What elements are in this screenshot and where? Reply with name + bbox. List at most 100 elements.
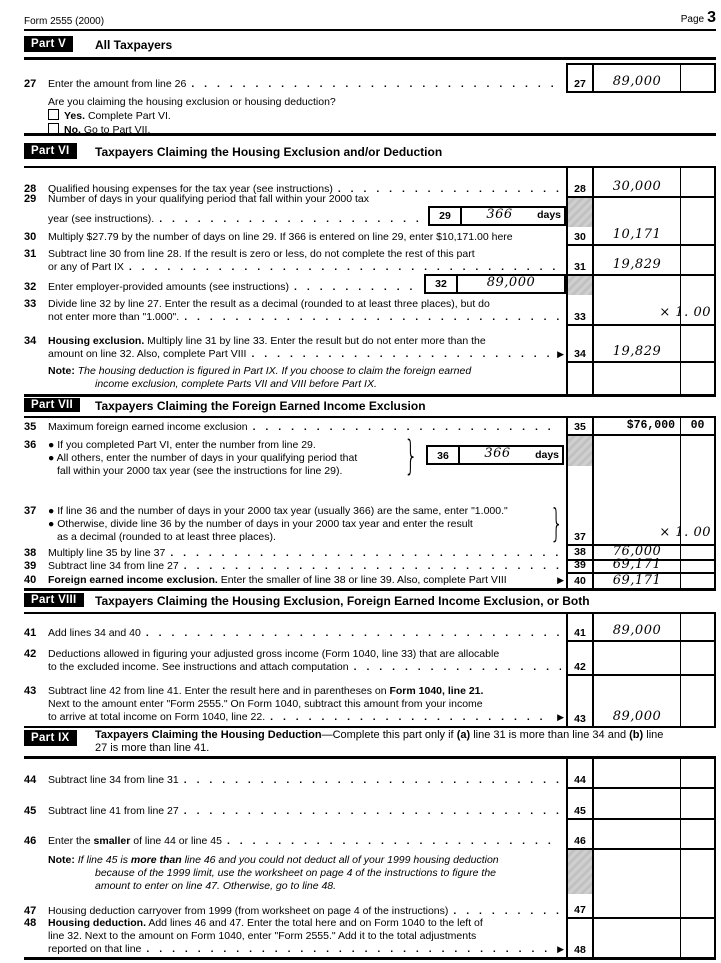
line-text: ● Otherwise, divide line 36 by the numbe… xyxy=(48,518,473,530)
entry-number-cell: 33 xyxy=(566,296,594,326)
yes-label: Yes. xyxy=(64,110,86,122)
entry-value-43[interactable]: 89,000 xyxy=(612,709,662,724)
dot-leader xyxy=(146,627,561,640)
entry-value-38[interactable]: 76,000 xyxy=(612,544,662,559)
entry-value-28[interactable]: 30,000 xyxy=(612,179,662,194)
line-27-row: 27 Enter the amount from line 26 27 89,0… xyxy=(24,63,716,93)
dot-leader xyxy=(191,78,561,91)
entry-number-cell: 44 xyxy=(566,759,594,789)
part-v-header: Part V All Taxpayers xyxy=(24,31,716,60)
line-number: 45 xyxy=(24,805,37,817)
line-text-bold: Foreign earned income exclusion. xyxy=(48,574,218,586)
shaded-cell xyxy=(566,436,594,503)
line-text: of line 44 or line 45 xyxy=(130,835,222,847)
line-number: 38 xyxy=(24,547,37,559)
line-47-row: 47 Housing deduction carryover from 1999… xyxy=(24,902,716,919)
dot-leader xyxy=(184,774,561,787)
entry-value-31[interactable]: 19,829 xyxy=(612,257,662,272)
entry-number-cell: 28 xyxy=(566,168,594,198)
arrowhead-icon: ▶ xyxy=(557,712,564,722)
line-number: 43 xyxy=(24,685,37,697)
cents-cell xyxy=(680,676,716,726)
entry-value-34[interactable]: 19,829 xyxy=(612,344,662,359)
line-text: year (see instructions). xyxy=(48,213,155,225)
note-label: Note: xyxy=(48,854,75,866)
line-32-row: 32 Enter employer-provided amounts (see … xyxy=(24,274,716,296)
cents-cell xyxy=(680,789,716,820)
line-text: Maximum foreign earned income exclusion xyxy=(48,421,248,433)
part-ix-title-text: line 27 is more than line 41. xyxy=(95,729,664,754)
line-41-row: 41 Add lines 34 and 40 41 89,000 xyxy=(24,614,716,642)
line-text: Subtract line 42 from line 41. Enter the… xyxy=(48,685,390,697)
part-ix-header: Part IX Taxpayers Claiming the Housing D… xyxy=(24,726,716,759)
days-unit-label: days xyxy=(535,449,559,461)
line-43-row: 43 Subtract line 42 from line 41. Enter … xyxy=(24,676,716,726)
cents-cell xyxy=(680,574,716,588)
cents-cell xyxy=(680,503,716,546)
line-number: 29 xyxy=(24,193,37,205)
cents-value-35[interactable]: 00 xyxy=(690,418,705,432)
entry-value-40[interactable]: 69,171 xyxy=(612,573,662,588)
line-36-row: 36 ● If you completed Part VI, enter the… xyxy=(24,436,716,503)
line-32-amount-box: 32 89,000 xyxy=(424,274,566,294)
dot-leader xyxy=(184,311,561,324)
line-number: 48 xyxy=(24,917,37,929)
line-text: Multiply line 31 by line 33. Enter the r… xyxy=(144,335,486,347)
line-number: 27 xyxy=(24,78,37,90)
part-vii-header: Part VII Taxpayers Claiming the Foreign … xyxy=(24,394,716,418)
line-text: to arrive at total income on Form 1040, … xyxy=(48,711,266,723)
page-header: Form 2555 (2000) Page 3 xyxy=(24,5,716,31)
line-text: Multiply $27.79 by the number of days on… xyxy=(48,231,513,243)
line-text: Number of days in your qualifying period… xyxy=(48,193,370,205)
arrowhead-icon: ▶ xyxy=(557,349,564,359)
entry-value-33[interactable]: × 1. 00 xyxy=(659,305,711,320)
line-text-bold: Form 1040, line 21. xyxy=(389,685,484,697)
line-number: 34 xyxy=(24,335,37,347)
line-text: Enter the amount from line 26 xyxy=(48,78,187,90)
entry-value-35[interactable]: $76,000 xyxy=(626,418,675,432)
entry-value-37[interactable]: × 1. 00 xyxy=(659,525,711,540)
line-30-row: 30 Multiply $27.79 by the number of days… xyxy=(24,228,716,246)
line-text: Enter the xyxy=(48,835,94,847)
line-29-row: 29 Number of days in your qualifying per… xyxy=(24,193,716,228)
arrowhead-icon: ▶ xyxy=(557,575,564,585)
line-text: Next to the amount enter "Form 2555." On… xyxy=(48,698,483,710)
amount-value-32[interactable]: 89,000 xyxy=(486,275,536,290)
part-vi-title: Taxpayers Claiming the Housing Exclusion… xyxy=(95,145,443,159)
line-27-entry: 27 89,000 xyxy=(566,63,716,93)
entry-value-27[interactable]: 89,000 xyxy=(612,74,662,89)
line-31-row: 31 Subtract line 30 from line 28. If the… xyxy=(24,246,716,276)
entry-number-cell: 31 xyxy=(566,246,594,276)
line-number: 37 xyxy=(24,505,37,517)
part-viii-badge: Part VIII xyxy=(24,593,84,607)
entry-value-30[interactable]: 10,171 xyxy=(612,227,662,242)
line-number: 36 xyxy=(24,439,37,451)
cents-cell xyxy=(680,546,716,561)
days-value-29[interactable]: 366 xyxy=(486,207,513,222)
entry-value-39[interactable]: 69,171 xyxy=(612,557,662,572)
housing-question-block: Are you claiming the housing exclusion o… xyxy=(24,93,716,136)
entry-number-cell: 38 xyxy=(566,546,594,561)
dot-leader xyxy=(146,943,552,956)
days-value-36[interactable]: 366 xyxy=(484,446,511,461)
line-number: 40 xyxy=(24,574,37,586)
line-45-row: 45 Subtract line 41 from line 27 45 xyxy=(24,789,716,820)
cents-cell xyxy=(680,228,716,246)
line-28-row: 28 Qualified housing expenses for the ta… xyxy=(24,168,716,198)
entry-number-cell: 45 xyxy=(566,789,594,820)
yes-checkbox[interactable] xyxy=(48,109,59,120)
line-number: 30 xyxy=(24,231,37,243)
part-vii-badge: Part VII xyxy=(24,398,81,412)
line-text-bold: smaller xyxy=(93,835,131,847)
line-text: Deductions allowed in figuring your adju… xyxy=(48,648,500,660)
entry-number-cell: 47 xyxy=(566,902,594,919)
page-label: Page 3 xyxy=(681,9,716,27)
line-text: amount on line 32. Also, complete Part V… xyxy=(48,348,247,360)
dot-leader xyxy=(251,348,552,361)
entry-value-41[interactable]: 89,000 xyxy=(612,623,662,638)
line-text: reported on that line xyxy=(48,943,142,955)
line-text: Divide line 32 by line 27. Enter the res… xyxy=(48,298,490,310)
note-text: amount to enter on line 47. Otherwise, g… xyxy=(95,880,337,892)
dot-leader xyxy=(129,261,561,274)
